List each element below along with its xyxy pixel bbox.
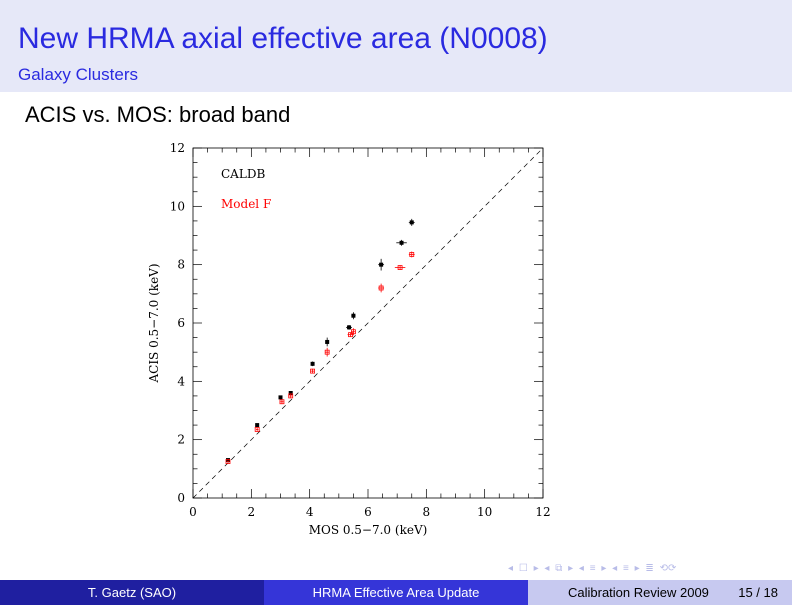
- nav-frame-left-icon[interactable]: ◂: [508, 563, 514, 574]
- data-point-caldb: [288, 391, 293, 395]
- x-tick-label: 6: [364, 505, 372, 519]
- data-point-caldb: [255, 423, 260, 428]
- data-point-model-f: [310, 368, 315, 374]
- data-point-model-f: [348, 332, 353, 338]
- data-point-caldb: [409, 220, 414, 225]
- x-axis-label: MOS 0.5−7.0 (keV): [309, 523, 428, 537]
- y-tick-label: 8: [177, 258, 185, 272]
- footer-talk-title: HRMA Effective Area Update: [264, 580, 528, 605]
- data-point-model-f: [288, 393, 294, 399]
- title-bar: New HRMA axial effective area (N0008) Ga…: [0, 0, 792, 92]
- data-point-model-f: [409, 252, 415, 257]
- footer-venue-page: Calibration Review 2009 15 / 18: [528, 580, 792, 605]
- data-point-caldb: [278, 395, 283, 400]
- y-tick-label: 4: [177, 374, 185, 388]
- nav-subsection-left-icon[interactable]: ◂: [544, 563, 550, 574]
- x-tick-label: 0: [189, 505, 197, 519]
- nav-subsection-icon[interactable]: ⧉: [555, 563, 563, 574]
- y-tick-label: 6: [177, 316, 185, 330]
- slide-subtitle: Galaxy Clusters: [18, 65, 138, 84]
- x-tick-label: 4: [306, 505, 314, 519]
- nav-section-icon[interactable]: ≡: [589, 563, 596, 574]
- legend-label-1: Model F: [221, 197, 271, 211]
- y-tick-label: 10: [170, 199, 185, 213]
- data-point-caldb: [379, 262, 384, 267]
- legend-label-0: CALDB: [221, 167, 265, 181]
- data-point-model-f: [324, 349, 330, 355]
- nav-doc-icon[interactable]: ≡: [622, 563, 629, 574]
- footer: T. Gaetz (SAO) HRMA Effective Area Updat…: [0, 580, 792, 605]
- data-point-model-f: [351, 329, 356, 335]
- footer-author: T. Gaetz (SAO): [0, 580, 264, 605]
- data-point-caldb: [310, 361, 315, 366]
- nav-frame-right-icon[interactable]: ▸: [533, 563, 539, 574]
- data-point-model-f: [397, 265, 403, 270]
- data-point-model-f: [225, 459, 231, 464]
- data-point-model-f: [279, 399, 285, 405]
- nav-doc-left-icon[interactable]: ◂: [612, 563, 618, 574]
- bottom-strip: [0, 605, 792, 612]
- nav-subsection-right-icon[interactable]: ▸: [568, 563, 574, 574]
- x-tick-label: 10: [477, 505, 492, 519]
- data-point-caldb: [399, 240, 404, 245]
- reference-line: [192, 147, 544, 499]
- scatter-chart: 0 2 4 6 8 10 12 0 2 4 6 8 10 12 MOS 0.5−7.0 (keV) ACIS …: [147, 141, 551, 537]
- x-tick-label: 2: [248, 505, 256, 519]
- slide-title: New HRMA axial effective area (N0008): [18, 22, 548, 55]
- nav-frame-icon[interactable]: ☐: [518, 563, 528, 574]
- navigation-controls: ◂ ☐ ▸ ◂ ⧉ ▸ ◂ ≡ ▸ ◂ ≡ ▸ ≣ ⟲⟳: [508, 563, 679, 574]
- data-point-model-f: [254, 427, 260, 432]
- nav-section-left-icon[interactable]: ◂: [578, 563, 584, 574]
- data-point-caldb: [226, 458, 230, 463]
- footer-page-number: 15 / 18: [738, 585, 778, 600]
- nav-doc-right-icon[interactable]: ▸: [634, 563, 640, 574]
- nav-search-icon[interactable]: ⟲⟳: [659, 563, 677, 574]
- y-axis-label: ACIS 0.5−7.0 (keV): [147, 263, 161, 383]
- y-tick-label: 0: [177, 491, 185, 505]
- data-point-caldb: [325, 339, 330, 344]
- data-point-caldb: [351, 313, 356, 318]
- data-point-model-f: [378, 285, 384, 291]
- y-tick-label: 12: [170, 141, 185, 155]
- data-point-caldb: [347, 325, 352, 330]
- section-heading: ACIS vs. MOS: broad band: [25, 102, 291, 127]
- nav-section-right-icon[interactable]: ▸: [601, 563, 607, 574]
- y-tick-label: 2: [177, 433, 185, 447]
- x-tick-label: 8: [423, 505, 431, 519]
- x-tick-label: 12: [535, 505, 550, 519]
- nav-align-icon[interactable]: ≣: [645, 563, 654, 574]
- footer-venue: Calibration Review 2009: [568, 585, 709, 600]
